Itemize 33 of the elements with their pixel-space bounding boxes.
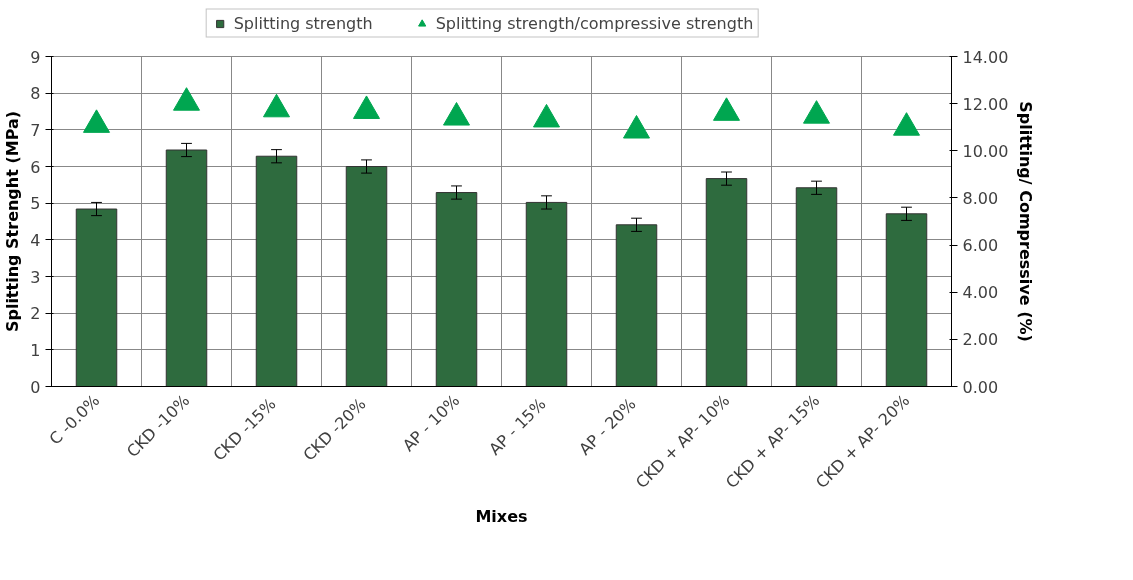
- bar: [615, 224, 658, 387]
- bar: [435, 192, 478, 387]
- y-tick-label: 2: [30, 304, 41, 324]
- bar: [885, 213, 928, 387]
- y2-tick-label: 0.00: [962, 377, 999, 397]
- bar: [345, 166, 388, 387]
- y-axis-title: Splitting Strenght (MPa): [3, 110, 23, 333]
- y-tick-label: 8: [30, 84, 41, 104]
- bar: [255, 155, 298, 387]
- y-tick-label: 3: [30, 267, 41, 287]
- y2-tick-label: 6.00: [962, 236, 999, 256]
- legend-label: Splitting strength/compressive strength: [435, 13, 754, 33]
- bar: [75, 208, 118, 387]
- legend-label: Splitting strength: [233, 13, 373, 33]
- y-tick-label: 1: [30, 340, 41, 360]
- y2-tick-label: 2.00: [962, 330, 999, 350]
- y-tick-label: 5: [30, 194, 41, 214]
- y2-tick-label: 14.00: [962, 47, 1009, 67]
- bar: [525, 201, 568, 387]
- y2-tick-label: 8.00: [962, 188, 999, 208]
- bar: [165, 149, 208, 387]
- y2-tick-label: 12.00: [962, 94, 1009, 114]
- y-tick-label: 7: [30, 120, 41, 140]
- y-tick-label: 4: [30, 230, 41, 250]
- y2-tick-label: 10.00: [962, 141, 1009, 161]
- y-tick-label: 0: [30, 377, 41, 397]
- y-tick-label: 6: [30, 157, 41, 177]
- y-tick-label: 9: [30, 47, 41, 67]
- y2-axis-title: Splitting/ Compressive (%): [1016, 101, 1036, 342]
- y2-tick-label: 4.00: [962, 283, 999, 303]
- bar: [705, 178, 748, 387]
- x-axis-title: Mixes: [475, 506, 528, 526]
- bar: [795, 187, 838, 387]
